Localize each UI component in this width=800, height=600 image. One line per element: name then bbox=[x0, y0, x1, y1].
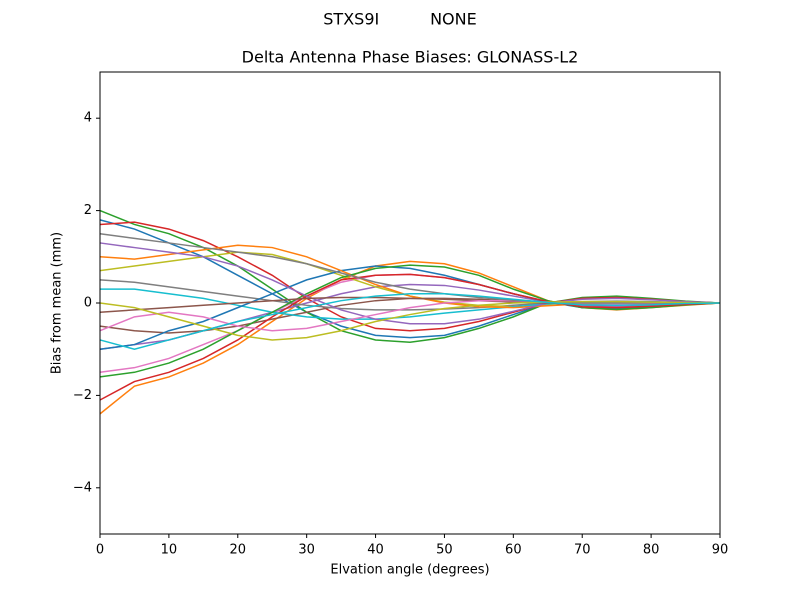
series-line bbox=[99, 221, 721, 332]
x-tick-label: 30 bbox=[298, 543, 315, 558]
x-tick-label: 80 bbox=[643, 543, 660, 558]
y-tick-label: 0 bbox=[84, 296, 92, 311]
series-line bbox=[99, 264, 721, 378]
chart-title: Delta Antenna Phase Biases: GLONASS-L2 bbox=[242, 48, 579, 67]
series-line bbox=[99, 293, 721, 350]
x-tick-label: 10 bbox=[161, 543, 178, 558]
x-tick-label: 20 bbox=[230, 543, 247, 558]
x-tick-label: 0 bbox=[96, 543, 104, 558]
y-tick-label: −4 bbox=[73, 480, 92, 495]
x-tick-label: 90 bbox=[712, 543, 729, 558]
plot-lines bbox=[99, 209, 721, 415]
x-tick-label: 70 bbox=[574, 543, 591, 558]
series-line bbox=[99, 299, 720, 332]
x-tick-label: 50 bbox=[436, 543, 453, 558]
series-line bbox=[99, 300, 721, 341]
x-tick-label: 60 bbox=[505, 543, 522, 558]
x-axis-label: Elvation angle (degrees) bbox=[330, 563, 489, 578]
series-line bbox=[99, 232, 720, 304]
series-line bbox=[99, 242, 721, 325]
x-tick-label: 40 bbox=[367, 543, 384, 558]
y-axis-label: Bias from mean (mm) bbox=[50, 232, 65, 374]
series-line bbox=[99, 273, 721, 401]
series-line bbox=[99, 209, 721, 344]
series-line bbox=[99, 265, 721, 350]
suptitle: STXS9I NONE bbox=[323, 10, 476, 29]
y-tick-label: 2 bbox=[84, 203, 92, 218]
y-tick-label: −2 bbox=[73, 388, 92, 403]
y-tick-label: 4 bbox=[84, 111, 92, 126]
